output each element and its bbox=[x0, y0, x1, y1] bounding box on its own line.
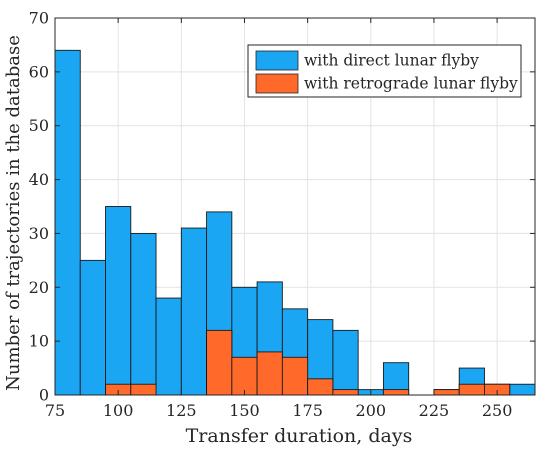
x-tick-label: 100 bbox=[103, 401, 134, 420]
y-tick-label: 0 bbox=[39, 386, 49, 405]
bar-retrograde bbox=[458, 383, 485, 396]
bar-retrograde bbox=[332, 389, 359, 396]
bar-direct bbox=[332, 329, 359, 396]
bar-retrograde bbox=[206, 329, 233, 396]
bar-retrograde bbox=[231, 356, 258, 396]
x-tick-label: 150 bbox=[229, 401, 260, 420]
y-tick-label: 20 bbox=[29, 278, 49, 297]
x-tick-label: 250 bbox=[482, 401, 513, 420]
y-tick-label: 50 bbox=[29, 116, 49, 135]
bar-direct bbox=[54, 49, 81, 396]
bars-retrograde-lunar-flyby bbox=[105, 329, 511, 396]
y-tick-label: 30 bbox=[29, 224, 49, 243]
bar-retrograde bbox=[130, 383, 157, 396]
bar-retrograde bbox=[307, 378, 334, 396]
y-tick-label: 70 bbox=[29, 9, 49, 28]
bar-direct bbox=[130, 232, 157, 396]
legend: with direct lunar flyby with retrograde … bbox=[247, 44, 522, 98]
legend-swatch-direct bbox=[255, 50, 299, 71]
axes bbox=[54, 17, 536, 396]
bar-retrograde bbox=[433, 389, 460, 396]
bar-direct bbox=[509, 383, 536, 396]
x-tick-label: 75 bbox=[45, 401, 65, 420]
y-tick-label: 40 bbox=[29, 170, 49, 189]
y-tick-label: 10 bbox=[29, 332, 49, 351]
x-tick-label: 125 bbox=[166, 401, 197, 420]
legend-label-direct: with direct lunar flyby bbox=[304, 52, 479, 70]
axes-box bbox=[54, 17, 536, 396]
bar-retrograde bbox=[382, 389, 410, 396]
bar-retrograde bbox=[256, 351, 283, 396]
x-tick-label: 200 bbox=[356, 401, 387, 420]
legend-label-retrograde: with retrograde lunar flyby bbox=[304, 75, 518, 93]
x-axis-label: Transfer duration, days bbox=[186, 425, 413, 447]
bar-retrograde bbox=[281, 356, 309, 396]
x-tick-label: 225 bbox=[419, 401, 450, 420]
y-tick-label: 60 bbox=[29, 62, 49, 81]
y-axis-label: Number of trajectories in the database bbox=[3, 35, 24, 391]
bar-direct bbox=[180, 227, 208, 396]
bar-direct bbox=[79, 259, 106, 396]
x-tick-label: 175 bbox=[292, 401, 323, 420]
bar-direct bbox=[155, 297, 182, 396]
tick-labels: 75 100 125 150 175 200 225 250 0 10 20 30 40 50 60 70 bbox=[29, 9, 513, 421]
bar-direct bbox=[105, 206, 132, 396]
legend-swatch-retrograde bbox=[255, 73, 299, 94]
